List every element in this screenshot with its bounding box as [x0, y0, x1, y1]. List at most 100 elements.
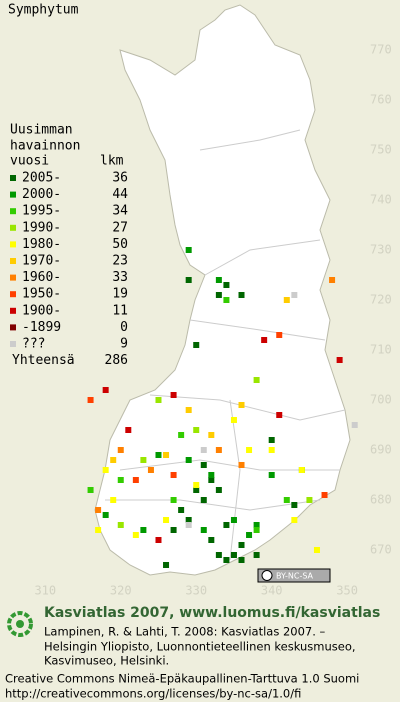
legend-count: 50 — [112, 237, 128, 252]
observation-square — [117, 522, 124, 528]
observation-square — [253, 377, 260, 383]
y-tick-label: 710 — [370, 343, 392, 357]
legend-column: lkm — [100, 154, 124, 169]
legend-swatch — [10, 291, 16, 298]
x-tick-label: 310 — [34, 584, 56, 598]
observation-square — [298, 467, 305, 473]
observation-square — [223, 557, 230, 563]
legend-swatch — [10, 274, 16, 281]
legend-label: 1970- — [22, 254, 61, 269]
province-borders — [105, 129, 346, 561]
legend-label: 1900- — [22, 303, 61, 318]
legend-count: 33 — [112, 270, 128, 285]
title: Symphytum — [8, 3, 79, 18]
observation-square — [283, 497, 290, 503]
observation-square — [185, 457, 192, 463]
legend-total-label: Yhteensä — [12, 353, 75, 368]
observation-square — [215, 552, 222, 558]
observation-square — [268, 472, 275, 478]
observation-square — [208, 432, 215, 438]
y-tick-label: 740 — [370, 193, 392, 207]
observation-square — [215, 487, 222, 493]
observation-square — [147, 467, 154, 473]
observation-square — [193, 487, 200, 493]
observation-square — [215, 277, 222, 283]
legend-count: 9 — [120, 337, 128, 352]
observation-square — [230, 417, 237, 423]
observation-square — [155, 397, 162, 403]
observation-square — [132, 477, 139, 483]
observation-square — [329, 277, 336, 283]
legend-swatch — [10, 191, 16, 198]
observation-square — [246, 447, 253, 453]
observation-square — [238, 402, 245, 408]
y-tick-label: 750 — [370, 143, 392, 157]
observation-square — [185, 522, 192, 528]
legend-label: 1950- — [22, 287, 61, 302]
observation-square — [178, 507, 185, 513]
legend-label: -1899 — [22, 320, 61, 335]
badge-text: BY-NC-SA — [276, 572, 314, 581]
cc-icon — [261, 570, 273, 581]
legend-total: 286 — [105, 353, 128, 368]
y-tick-label: 690 — [370, 443, 392, 457]
legend-count: 19 — [112, 287, 128, 302]
observation-square — [351, 422, 358, 428]
observation-square — [336, 357, 343, 363]
observation-square — [163, 517, 170, 523]
observation-square — [193, 427, 200, 433]
observation-square — [223, 282, 230, 288]
legend-heading: Uusimman — [10, 123, 73, 138]
observation-square — [185, 277, 192, 283]
x-tick-label: 340 — [261, 584, 283, 598]
observation-square — [87, 487, 94, 493]
observation-square — [321, 492, 328, 498]
y-tick-label: 760 — [370, 93, 392, 107]
observation-square — [246, 532, 253, 538]
legend-count: 44 — [112, 187, 128, 202]
license-badge: BY-NC-SA — [257, 568, 331, 583]
y-tick-label: 770 — [370, 43, 392, 57]
observation-square — [110, 457, 117, 463]
observation-square — [102, 387, 109, 393]
observation-square — [276, 332, 283, 338]
y-tick-label: 720 — [370, 293, 392, 307]
observation-square — [200, 497, 207, 503]
observation-square — [306, 497, 313, 503]
observation-square — [238, 292, 245, 298]
observation-square — [238, 557, 245, 563]
observation-square — [117, 477, 124, 483]
observation-square — [163, 562, 170, 568]
observation-square — [253, 527, 260, 533]
legend-label: 1990- — [22, 220, 61, 235]
observation-square — [238, 462, 245, 468]
observation-square — [230, 552, 237, 558]
legend-label: 2005- — [22, 171, 61, 186]
observation-square — [87, 397, 94, 403]
observation-square — [170, 472, 177, 478]
logo-center — [16, 620, 24, 628]
legend-swatch — [10, 175, 16, 181]
observation-square — [215, 447, 222, 453]
observation-square — [170, 392, 177, 398]
legend-swatch — [10, 224, 16, 231]
legend-label: 1960- — [22, 270, 61, 285]
legend-label: 1995- — [22, 204, 61, 219]
legend-swatch — [10, 258, 16, 264]
citation-line: Helsingin Yliopisto, Luonnontieteellinen… — [44, 640, 356, 654]
observation-square — [132, 532, 139, 538]
license-url: http://creativecommons.org/licenses/by-n… — [5, 687, 301, 701]
observation-square — [230, 517, 237, 523]
observation-square — [110, 497, 117, 503]
observation-square — [291, 517, 298, 523]
legend-count: 11 — [112, 303, 128, 318]
observation-square — [200, 527, 207, 533]
observation-square — [253, 552, 260, 558]
observation-square — [102, 512, 109, 518]
legend-label: ??? — [22, 337, 45, 352]
observation-square — [291, 502, 298, 508]
observation-square — [140, 527, 147, 533]
footer-headline: Kasviatlas 2007, www.luomus.fi/kasviatla… — [44, 605, 380, 621]
legend-swatch — [10, 341, 16, 347]
observation-square — [170, 497, 177, 503]
